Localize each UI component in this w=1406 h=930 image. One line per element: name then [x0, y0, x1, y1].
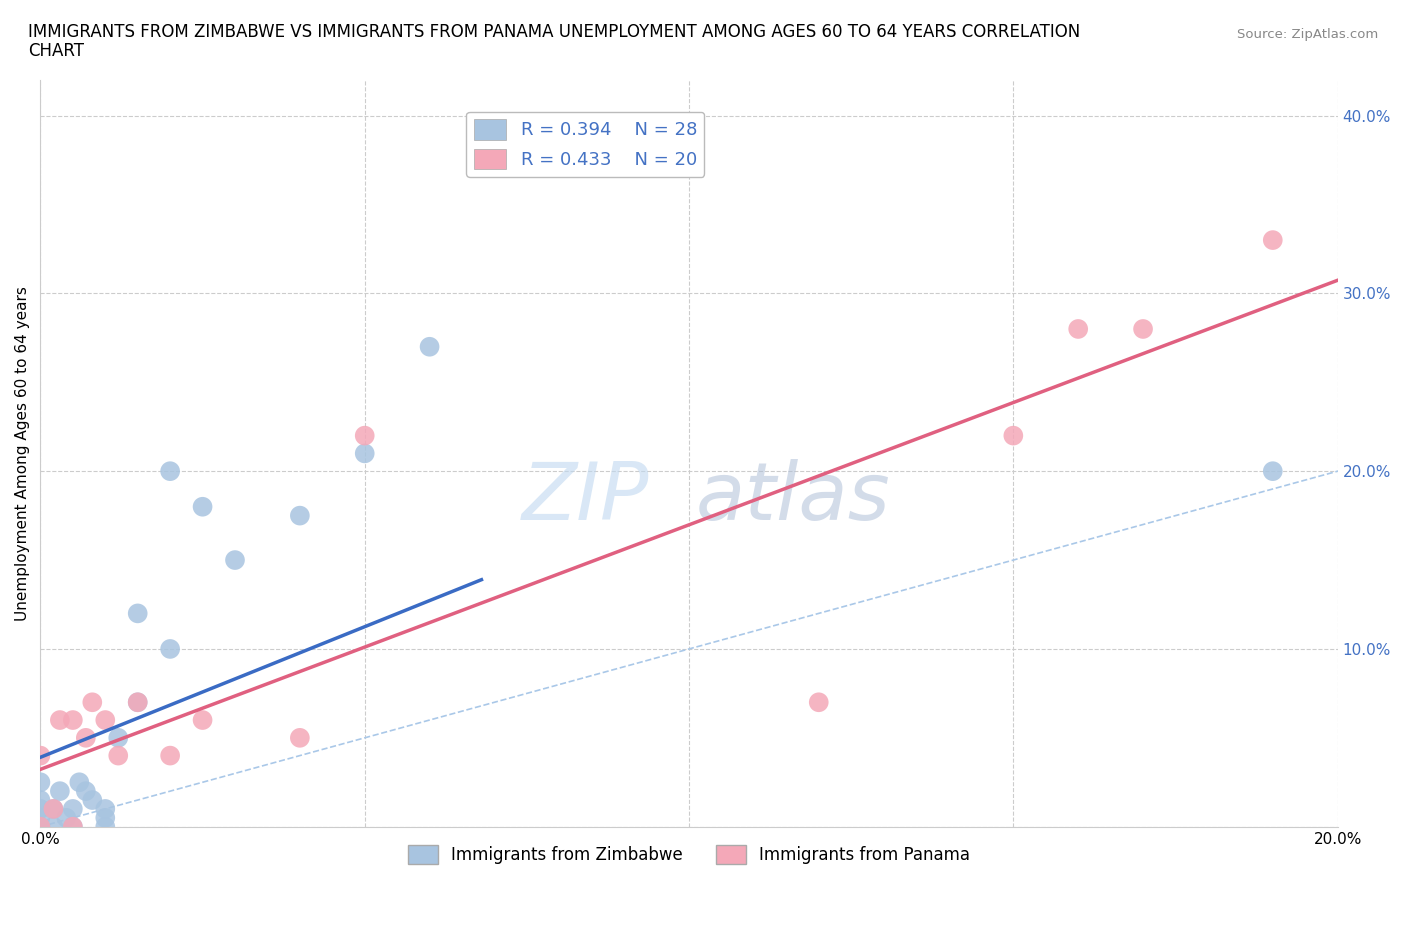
Point: [107, 730, 129, 745]
Point: [807, 695, 830, 710]
Point: [288, 730, 311, 745]
Point: [419, 339, 441, 354]
Point: [62, 819, 84, 834]
Point: [42, 802, 65, 817]
Point: [127, 606, 149, 621]
Y-axis label: Unemployment Among Ages 60 to 64 years: Unemployment Among Ages 60 to 64 years: [15, 286, 30, 621]
Point: [191, 499, 214, 514]
Text: atlas: atlas: [696, 459, 890, 538]
Point: [30, 792, 52, 807]
Text: IMMIGRANTS FROM ZIMBABWE VS IMMIGRANTS FROM PANAMA UNEMPLOYMENT AMONG AGES 60 TO: IMMIGRANTS FROM ZIMBABWE VS IMMIGRANTS F…: [28, 23, 1080, 41]
Text: CHART: CHART: [28, 42, 84, 60]
Point: [30, 810, 52, 825]
Point: [42, 819, 65, 834]
Point: [62, 802, 84, 817]
Point: [82, 792, 104, 807]
Point: [159, 464, 181, 479]
Point: [1261, 232, 1284, 247]
Point: [224, 552, 246, 567]
Point: [159, 642, 181, 657]
Point: [62, 819, 84, 834]
Point: [191, 712, 214, 727]
Point: [1067, 322, 1090, 337]
Point: [30, 819, 52, 834]
Point: [127, 695, 149, 710]
Point: [353, 446, 375, 461]
Point: [94, 802, 117, 817]
Point: [127, 695, 149, 710]
Point: [49, 784, 72, 799]
Legend: Immigrants from Zimbabwe, Immigrants from Panama: Immigrants from Zimbabwe, Immigrants fro…: [401, 838, 977, 870]
Point: [30, 748, 52, 763]
Point: [1002, 428, 1025, 443]
Text: ZIP: ZIP: [522, 459, 650, 538]
Point: [55, 810, 77, 825]
Point: [75, 784, 97, 799]
Point: [75, 730, 97, 745]
Point: [353, 428, 375, 443]
Point: [62, 712, 84, 727]
Point: [94, 819, 117, 834]
Point: [30, 819, 52, 834]
Point: [30, 802, 52, 817]
Point: [67, 775, 90, 790]
Point: [288, 508, 311, 523]
Text: Source: ZipAtlas.com: Source: ZipAtlas.com: [1237, 28, 1378, 41]
Point: [42, 802, 65, 817]
Point: [159, 748, 181, 763]
Point: [94, 712, 117, 727]
Point: [49, 712, 72, 727]
Point: [1261, 464, 1284, 479]
Point: [107, 748, 129, 763]
Point: [94, 810, 117, 825]
Point: [30, 775, 52, 790]
Point: [1132, 322, 1154, 337]
Point: [82, 695, 104, 710]
